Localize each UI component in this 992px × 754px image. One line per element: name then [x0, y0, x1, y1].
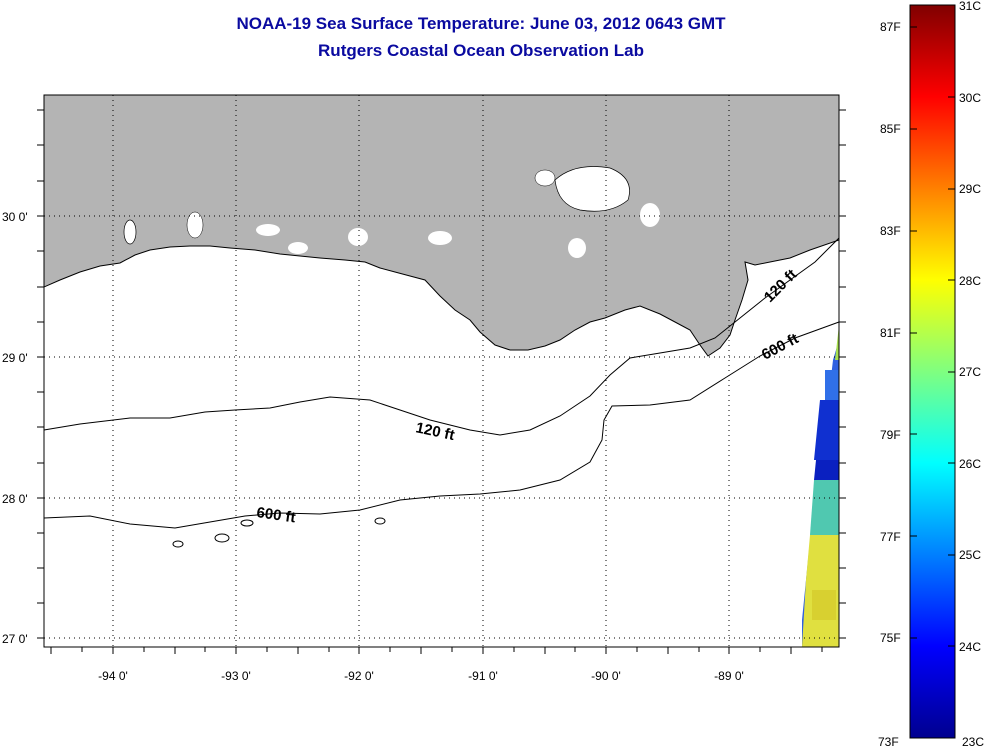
contour-600ft-offshore [43, 321, 840, 529]
colorbar-celsius-label: 23C [962, 735, 984, 749]
map-ticks [37, 109, 846, 654]
chart-title: NOAA-19 Sea Surface Temperature: June 03… [236, 14, 726, 33]
lat-label: 28 0' [2, 492, 28, 506]
lake [256, 224, 280, 236]
colorbar-gradient [909, 4, 956, 739]
colorbar-fahrenheit-label: 85F [880, 122, 901, 136]
lake [534, 169, 556, 187]
graticule [44, 95, 839, 647]
land-area [44, 95, 839, 357]
colorbar-fahrenheit-label: 87F [880, 20, 901, 34]
lake [123, 219, 137, 245]
lat-label: 30 0' [2, 210, 28, 224]
colorbar-celsius-label: 24C [959, 640, 981, 654]
colorbar-celsius-label: 30C [959, 91, 981, 105]
contour-label-600ft: 600 ft [255, 504, 296, 526]
colorbar-fahrenheit-label: 77F [880, 530, 901, 544]
lon-label: -93 0' [221, 669, 251, 683]
lake [568, 238, 586, 258]
map-frame [43, 94, 840, 648]
lake-pontchartrain [554, 166, 630, 212]
lake [640, 203, 660, 227]
colorbar-fahrenheit-label: 79F [880, 428, 901, 442]
colorbar-fahrenheit-label: 73F [878, 735, 899, 749]
lon-label: -92 0' [344, 669, 374, 683]
colorbar-celsius-label: 25C [959, 548, 981, 562]
colorbar-fahrenheit-label: 75F [880, 631, 901, 645]
colorbar-celsius-label: 31C [959, 0, 981, 13]
colorbar-celsius-label: 29C [959, 182, 981, 196]
lon-label: -89 0' [714, 669, 744, 683]
colorbar-celsius-label: 26C [959, 457, 981, 471]
contour-lines [43, 237, 840, 548]
chart-subtitle: Rutgers Coastal Ocean Observation Lab [318, 41, 644, 60]
lat-label: 27 0' [2, 632, 28, 646]
colorbar-celsius-label: 28C [959, 274, 981, 288]
sst-swath [802, 325, 839, 647]
colorbar-celsius-label: 27C [959, 365, 981, 379]
lake [348, 228, 368, 246]
lon-label: -90 0' [591, 669, 621, 683]
colorbar-ticks [910, 26, 955, 647]
colorbar-fahrenheit-label: 83F [880, 224, 901, 238]
lake [288, 242, 308, 254]
contour-120ft-offshore [43, 237, 840, 436]
lake [428, 231, 452, 245]
colorbar-fahrenheit-label: 81F [880, 326, 901, 340]
lake [186, 211, 204, 239]
lon-label: -94 0' [98, 669, 128, 683]
lon-label: -91 0' [468, 669, 498, 683]
lat-label: 29 0' [2, 351, 28, 365]
